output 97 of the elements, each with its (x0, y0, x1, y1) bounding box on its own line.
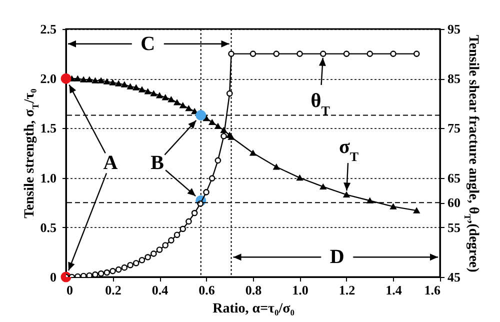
point (180, 226, 186, 232)
point (156, 246, 163, 253)
point (115, 266, 122, 273)
y-tick-label: 2.0 (40, 71, 56, 86)
point (144, 254, 151, 260)
point (144, 88, 151, 94)
x-tick-label: 1.6 (424, 282, 441, 298)
point (320, 184, 326, 190)
x-axis-title: Ratio, α=τ₀/σ₀ (212, 302, 294, 316)
point (150, 90, 157, 96)
point (250, 50, 256, 57)
point (203, 189, 210, 196)
y2-tick-label: 95 (448, 22, 461, 36)
point (138, 256, 146, 264)
point (104, 269, 110, 276)
point (220, 132, 227, 140)
x-tick-label: 0 (66, 282, 73, 298)
point (296, 50, 303, 57)
point (413, 208, 420, 214)
point (296, 174, 303, 181)
point (390, 204, 396, 210)
y2-tick-label: 55 (448, 220, 461, 235)
point (196, 110, 206, 121)
point (86, 272, 93, 277)
point (273, 164, 280, 170)
point (191, 108, 198, 114)
point (98, 78, 104, 84)
point (132, 84, 140, 90)
x-tick-label: 0.8 (245, 282, 262, 298)
annotation: A (103, 152, 118, 174)
point (92, 78, 98, 84)
y-tick-label: 1.0 (40, 170, 56, 186)
point (273, 50, 280, 57)
point (80, 76, 87, 82)
point (60, 73, 72, 84)
point (132, 260, 140, 266)
point (208, 175, 216, 182)
point (127, 262, 134, 268)
point (343, 50, 350, 57)
point (168, 237, 174, 244)
y-tick-label: 0 (50, 270, 56, 284)
point (413, 50, 420, 57)
point (150, 250, 157, 257)
point (320, 50, 326, 57)
point (203, 115, 210, 122)
annotation: θ$_{T}$ (310, 90, 330, 118)
point (162, 94, 168, 100)
point (138, 86, 146, 92)
point (366, 50, 374, 57)
point (121, 82, 128, 88)
point (110, 80, 116, 86)
point (228, 134, 234, 140)
x-tick-label: 0.4 (152, 282, 169, 298)
y2-tick-label: 45 (448, 270, 461, 284)
x-tick-label: 1.2 (338, 282, 356, 298)
y-tick-label: 2.5 (40, 22, 57, 36)
point (110, 268, 116, 274)
point (98, 270, 104, 277)
point (127, 84, 134, 90)
annotation: D (330, 246, 344, 268)
point (121, 264, 128, 271)
point (214, 123, 222, 130)
y-tick-label: 0.5 (40, 220, 57, 235)
point (214, 157, 222, 164)
y2-tick-label: 60 (448, 195, 460, 210)
point (191, 210, 198, 216)
point (343, 192, 350, 198)
annotation: C (140, 32, 156, 55)
x-tick-label: 0.2 (105, 282, 122, 298)
y2-tick-label: 75 (448, 120, 461, 136)
point (228, 50, 234, 57)
point (250, 150, 256, 156)
point (168, 96, 174, 102)
point (174, 232, 180, 238)
annotation: B (150, 152, 164, 174)
point (180, 102, 186, 108)
point (366, 198, 374, 204)
point (104, 78, 110, 84)
annotation: σ$_{T}$ (338, 136, 359, 164)
point (74, 76, 81, 82)
point (186, 218, 192, 225)
x-tick-label: 0.6 (198, 282, 216, 298)
point (226, 90, 233, 97)
x-tick-label: 1.0 (292, 282, 308, 298)
point (390, 50, 396, 57)
point (162, 242, 168, 248)
point (115, 80, 122, 86)
point (186, 106, 192, 112)
y2-tick-label: 65 (448, 170, 461, 186)
y-tick-label: 1.5 (40, 120, 57, 136)
x-tick-label: 1.4 (386, 282, 402, 298)
point (208, 119, 216, 126)
y2-tick-label: 85 (448, 71, 461, 86)
point (92, 271, 98, 277)
point (86, 76, 93, 82)
point (174, 100, 180, 106)
point (156, 92, 163, 98)
